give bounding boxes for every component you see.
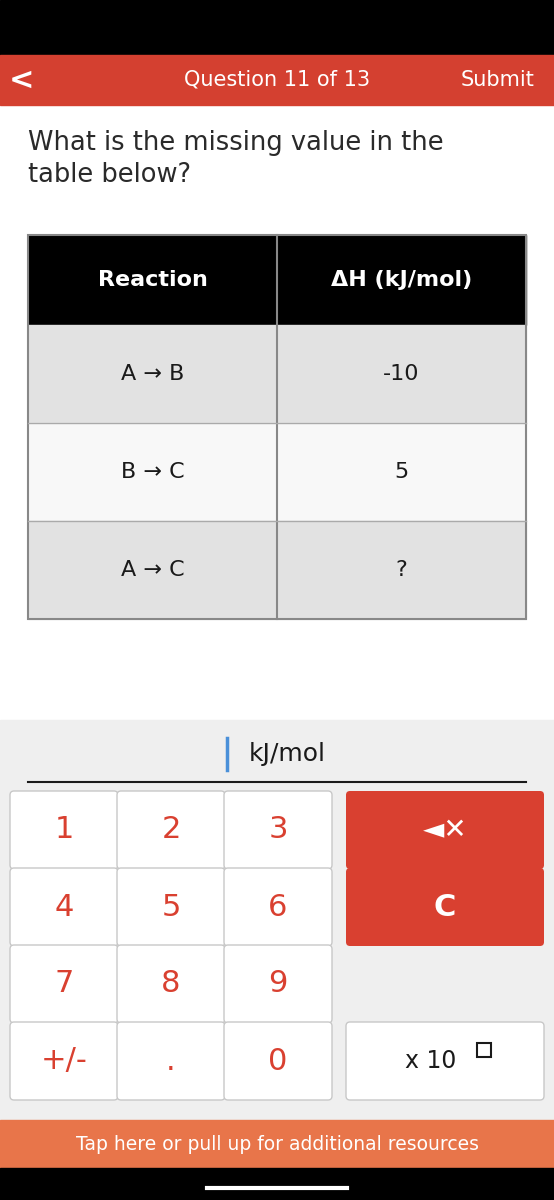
FancyBboxPatch shape (346, 791, 544, 869)
Text: 8: 8 (161, 970, 181, 998)
Bar (0, 720, 554, 1200)
FancyBboxPatch shape (224, 1022, 332, 1100)
Bar (477, 1043, 491, 1057)
Text: A → B: A → B (121, 364, 184, 384)
Bar (28, 325, 526, 422)
FancyBboxPatch shape (10, 1022, 118, 1100)
Text: A → C: A → C (121, 560, 184, 580)
Text: B → C: B → C (121, 462, 184, 482)
Text: -10: -10 (383, 364, 420, 384)
FancyBboxPatch shape (346, 868, 544, 946)
FancyBboxPatch shape (224, 868, 332, 946)
Text: C: C (434, 893, 456, 922)
Text: Reaction: Reaction (98, 270, 207, 290)
Text: kJ/mol: kJ/mol (249, 742, 326, 766)
FancyBboxPatch shape (117, 868, 225, 946)
Text: 6: 6 (268, 893, 288, 922)
Bar (28, 521, 526, 619)
Text: 5: 5 (161, 893, 181, 922)
Text: ◄✕: ◄✕ (423, 816, 468, 844)
Bar (0, 104, 554, 730)
FancyBboxPatch shape (10, 791, 118, 869)
Text: 3: 3 (268, 816, 288, 845)
FancyBboxPatch shape (10, 868, 118, 946)
Bar (0, 1120, 554, 1168)
Text: 7: 7 (54, 970, 74, 998)
Text: 4: 4 (54, 893, 74, 922)
FancyBboxPatch shape (10, 946, 118, 1022)
Text: table below?: table below? (28, 162, 191, 188)
Text: ?: ? (396, 560, 407, 580)
Text: 9: 9 (268, 970, 288, 998)
Text: 1: 1 (54, 816, 74, 845)
Text: Tap here or pull up for additional resources: Tap here or pull up for additional resou… (75, 1134, 479, 1153)
FancyBboxPatch shape (117, 1022, 225, 1100)
Text: What is the missing value in the: What is the missing value in the (28, 130, 444, 156)
Text: .: . (166, 1046, 176, 1075)
Bar (0, 55, 554, 104)
Text: ΔH (kJ/mol): ΔH (kJ/mol) (331, 270, 472, 290)
FancyBboxPatch shape (117, 946, 225, 1022)
FancyBboxPatch shape (346, 1022, 544, 1100)
Text: x 10: x 10 (406, 1049, 456, 1073)
Text: Question 11 of 13: Question 11 of 13 (184, 70, 370, 90)
Text: <: < (9, 66, 35, 95)
Text: Submit: Submit (460, 70, 534, 90)
Bar (28, 422, 526, 521)
Text: 0: 0 (268, 1046, 288, 1075)
Text: +/-: +/- (40, 1046, 88, 1075)
Bar (28, 235, 526, 619)
Bar (0, 1168, 554, 1200)
FancyBboxPatch shape (224, 946, 332, 1022)
Text: 2: 2 (161, 816, 181, 845)
Text: 5: 5 (394, 462, 409, 482)
Bar (0, 0, 554, 55)
FancyBboxPatch shape (117, 791, 225, 869)
Bar (28, 235, 526, 325)
FancyBboxPatch shape (224, 791, 332, 869)
